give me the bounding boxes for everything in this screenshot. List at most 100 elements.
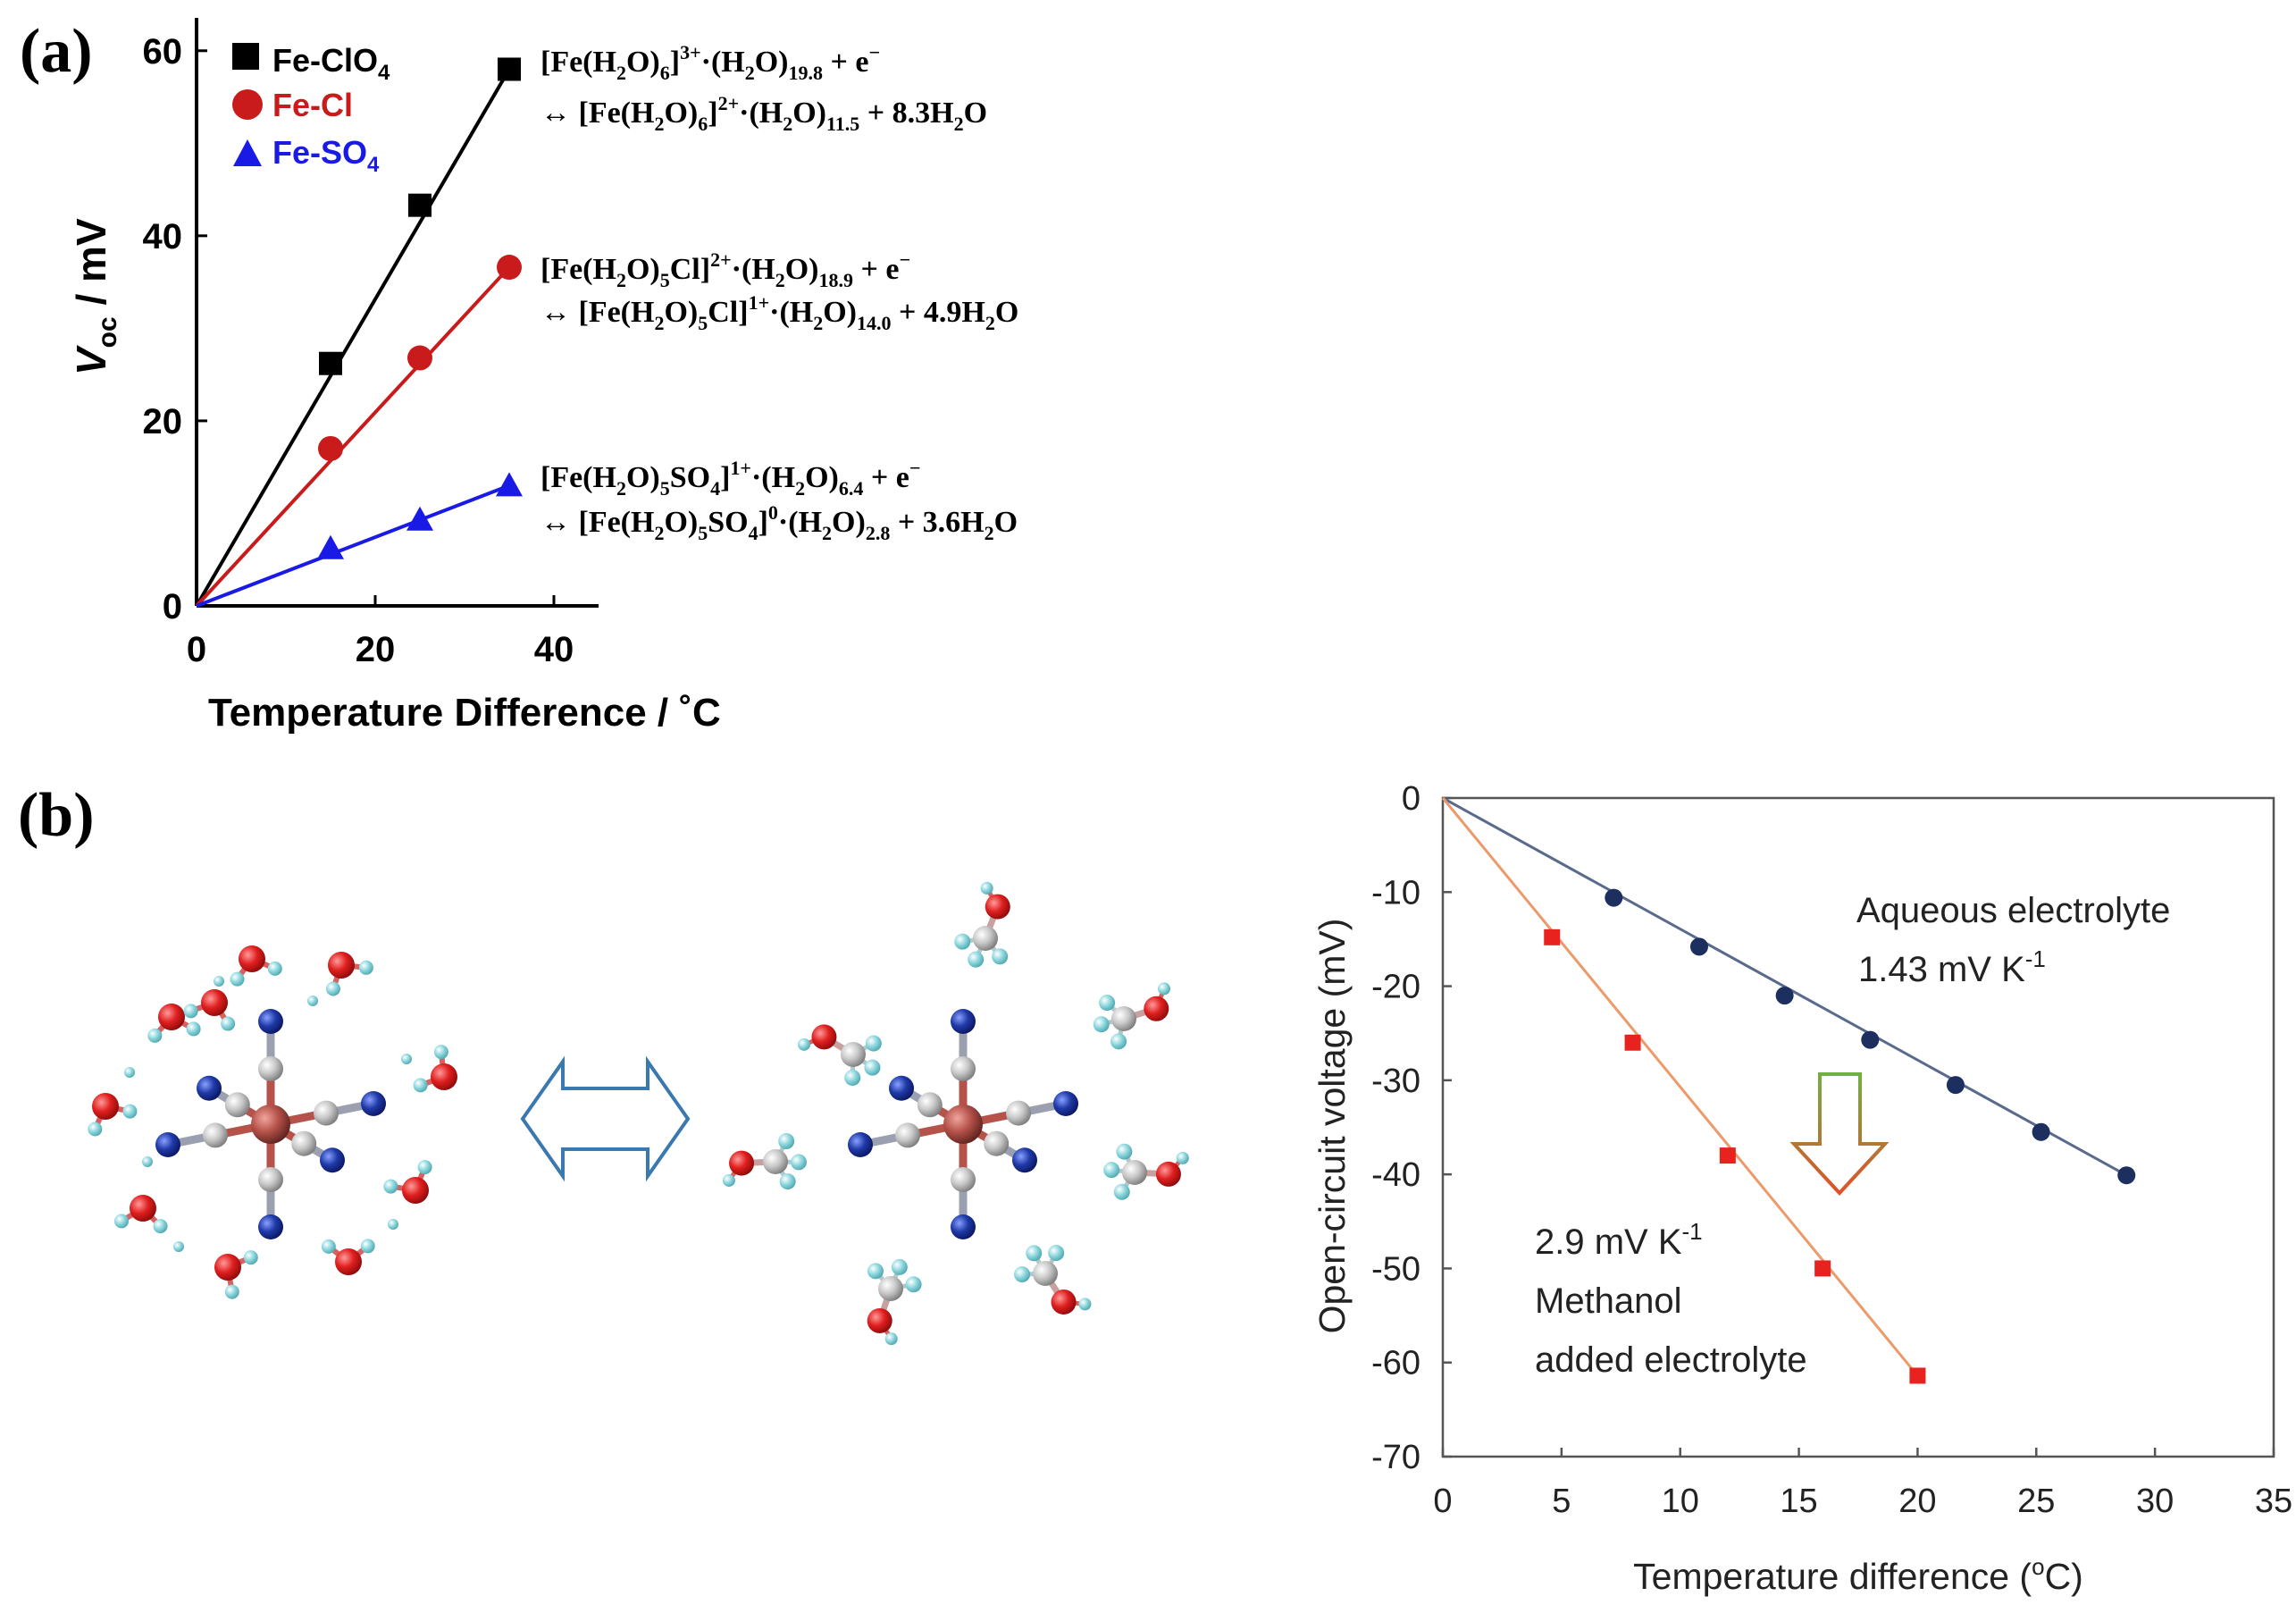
nitrogen-atom	[197, 1075, 222, 1101]
carbon-atom	[878, 1276, 903, 1301]
chart-b-x-tick-label: 5	[1552, 1483, 1571, 1520]
chart-a-point-triangle	[317, 534, 344, 559]
oxygen-atom	[214, 1254, 241, 1281]
legend-item-fe-clo4-name: Fe-ClO	[272, 42, 378, 79]
carbon-atom	[973, 926, 998, 951]
nitrogen-atom	[258, 1214, 283, 1239]
hydrogen-atom	[722, 1173, 735, 1187]
hydrogen-atom	[891, 1258, 908, 1275]
chart-a-point-triangle	[496, 472, 523, 497]
chart-b-x-tick-label: 25	[2017, 1483, 2055, 1520]
hydrogen-atom	[358, 960, 373, 975]
oxygen-atom	[1051, 1289, 1077, 1315]
hydrogen-atom	[383, 1179, 398, 1194]
hydrogen-atom	[388, 1219, 398, 1230]
oxygen-atom	[729, 1150, 755, 1176]
molecule-methanol-solvation	[722, 881, 1189, 1346]
chart-b-point-circle	[2032, 1122, 2050, 1141]
nitrogen-atom	[320, 1147, 345, 1173]
carbon-atom	[224, 1092, 250, 1118]
chart-b-x-tick-label: 30	[2136, 1483, 2174, 1520]
hydrogen-atom	[865, 1035, 882, 1052]
chart-b-x-tick-label: 15	[1780, 1483, 1817, 1520]
legend-item-fe-clo4: Fe-ClO4	[272, 42, 390, 85]
carbon-atom	[314, 1100, 339, 1126]
chart-b-point-square	[1544, 928, 1561, 945]
carbon-atom	[951, 1167, 976, 1192]
reaction-equation-2-line1: [Fe(H2O)5SO4]1+·(H2O)6.4 + e−	[540, 457, 920, 500]
chart-b-x-tick-label: 0	[1433, 1483, 1452, 1520]
carbon-atom	[203, 1122, 228, 1148]
chart-a-legend: Fe-ClO4 Fe-Cl Fe-SO4	[232, 42, 390, 177]
methanol-series-label-line1: Methanol	[1535, 1281, 1682, 1321]
methanol-slope-label: 2.9 mV K-1	[1535, 1218, 1703, 1262]
chart-b-x-label: Temperature difference (oC)	[1633, 1553, 2083, 1597]
hydrogen-atom	[325, 981, 340, 996]
hydrogen-atom	[221, 1016, 236, 1031]
hydrogen-atom	[1110, 1033, 1127, 1050]
hydrogen-atom	[1116, 1143, 1133, 1160]
nitrogen-atom	[258, 1009, 283, 1034]
hydrogen-atom	[790, 1154, 807, 1171]
chart-b-frame	[1441, 796, 2275, 1458]
chart-a-x-tick-label: 20	[356, 630, 396, 669]
chart-a-reaction-equations: [Fe(H2O)6]3+·(H2O)19.8 + e− ↔ [Fe(H2O)6]2…	[540, 41, 1018, 544]
chart-a-fit-line-2	[196, 483, 510, 608]
hydrogen-atom	[779, 1173, 796, 1190]
carbon-atom	[1122, 1160, 1147, 1185]
oxygen-atom	[201, 989, 228, 1016]
nitrogen-atom	[361, 1091, 386, 1116]
legend-marker-triangle	[233, 139, 262, 166]
oxygen-atom	[1155, 1161, 1181, 1187]
methanol-slope-text: 2.9 mV K	[1535, 1222, 1682, 1262]
methanol-slope-sup: -1	[1682, 1218, 1703, 1245]
chart-b-y-tick-label: -50	[1371, 1250, 1420, 1288]
hydrogen-atom	[147, 1028, 163, 1043]
nitrogen-atom	[1012, 1147, 1037, 1173]
panel-label-b: (b)	[18, 781, 95, 850]
oxygen-atom	[811, 1024, 837, 1050]
hydrogen-atom	[1099, 995, 1116, 1012]
chart-a-x-tick-label: 0	[187, 630, 206, 669]
chart-b-x-tick-label: 20	[1898, 1483, 1936, 1520]
hydrogen-atom	[230, 971, 245, 987]
double-arrow-icon	[520, 1055, 691, 1182]
carbon-atom	[917, 1092, 943, 1118]
legend-item-fe-clo4-sub: 4	[378, 61, 390, 85]
hydrogen-atom	[173, 1241, 184, 1252]
reaction-equation-1-line1: [Fe(H2O)5Cl]2+·(H2O)18.9 + e−	[540, 248, 910, 291]
chart-a-y-label-unit: / mV	[68, 218, 114, 316]
carbon-atom	[1006, 1100, 1031, 1126]
hydrogen-atom	[122, 1104, 138, 1119]
iron-atom	[943, 1105, 983, 1144]
hydrogen-atom	[844, 1069, 861, 1086]
hydrogen-atom	[968, 951, 985, 968]
legend-item-fe-so4-name: Fe-SO	[272, 134, 367, 171]
chart-a-point-circle	[407, 345, 432, 371]
reaction-equation-0-line1: [Fe(H2O)6]3+·(H2O)19.8 + e−	[540, 41, 880, 84]
hydrogen-atom	[1157, 982, 1170, 996]
aqueous-slope-text: 1.43 mV K	[1858, 950, 2025, 989]
down-arrow-icon	[1789, 1072, 1890, 1196]
chart-b-x-label-sup: o	[2032, 1553, 2044, 1580]
aqueous-slope-label: 1.43 mV K-1	[1858, 945, 2046, 989]
carbon-atom	[258, 1056, 283, 1081]
reaction-equation-0-line2: ↔ [Fe(H2O)6]2+·(H2O)11.5 + 8.3H2O	[540, 92, 987, 135]
chart-b: 0 5 10 15 20 25 30 35 0 -10 -20 -30 -40 -50 -60 -70 Tem…	[1311, 780, 2292, 1597]
nitrogen-atom	[951, 1214, 976, 1239]
chart-a-y-label-main: V	[68, 345, 114, 375]
hydrogen-atom	[1014, 1266, 1031, 1283]
hydrogen-atom	[1103, 1162, 1120, 1179]
hydrogen-atom	[980, 881, 993, 895]
hydrogen-atom	[321, 1239, 336, 1254]
chart-a-point-square	[408, 193, 432, 217]
oxygen-atom	[867, 1307, 892, 1333]
chart-b-y-tick-label: -60	[1371, 1345, 1420, 1382]
carbon-atom	[258, 1167, 283, 1192]
chart-a-point-triangle	[406, 506, 433, 531]
hydrogen-atom	[183, 1004, 198, 1019]
chart-b-fit-line-1	[1441, 797, 1919, 1377]
chart-b-point-circle	[1775, 987, 1794, 1005]
carbon-atom	[951, 1056, 976, 1081]
chart-a-y-label-sub: oc	[93, 316, 122, 348]
